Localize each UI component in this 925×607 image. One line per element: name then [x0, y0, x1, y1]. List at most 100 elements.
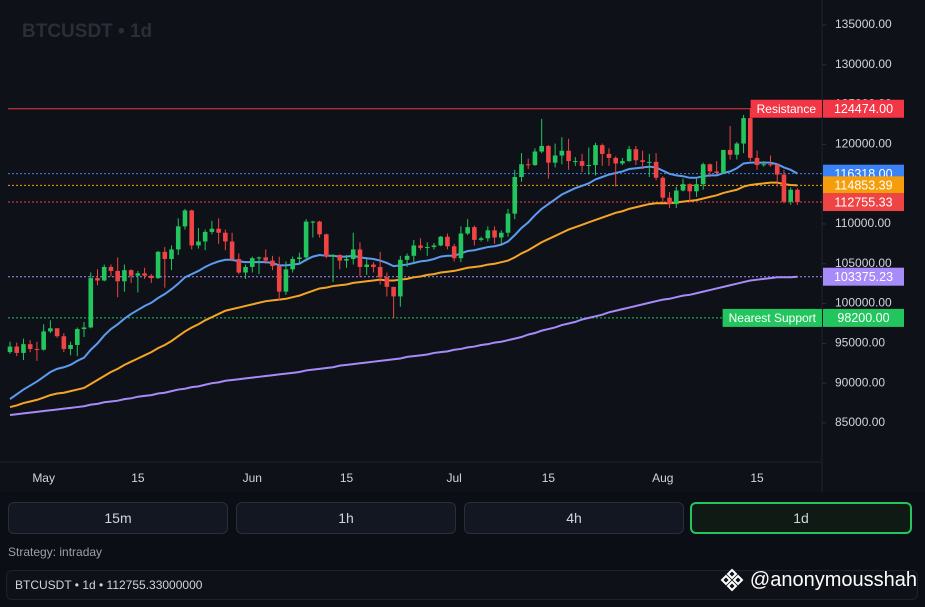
logo-icon: [720, 568, 744, 592]
candle-body: [754, 157, 760, 166]
candle-body: [532, 151, 538, 166]
timeframe-button[interactable]: 4h: [464, 502, 684, 534]
candle-body: [539, 145, 544, 152]
candle-body: [613, 157, 618, 164]
candle-body: [122, 270, 127, 282]
candle-body: [330, 255, 336, 257]
candle-body: [781, 174, 787, 202]
timeframe-button[interactable]: 1d: [690, 502, 912, 534]
candle-body: [182, 210, 188, 227]
candle-body: [48, 328, 53, 332]
timeframe-button[interactable]: 1h: [236, 502, 456, 534]
candle-body: [667, 197, 672, 205]
price-tag: [823, 193, 904, 212]
candle-body: [357, 249, 363, 267]
candle-body: [478, 238, 484, 240]
candle-body: [573, 161, 578, 163]
x-tick-label: Jul: [447, 471, 462, 485]
candle-body: [236, 258, 242, 273]
candle-body: [458, 233, 464, 259]
candle-body: [243, 266, 248, 273]
level-name-tag: [750, 99, 822, 118]
candle-body: [310, 221, 316, 223]
candle-body: [88, 278, 94, 328]
candle-body: [774, 165, 780, 175]
candle-body: [485, 230, 491, 239]
x-tick-label: Jun: [243, 471, 262, 485]
candle-body: [209, 228, 215, 232]
x-tick-label: 15: [340, 471, 354, 485]
candle-body: [633, 149, 639, 161]
timeframe-button[interactable]: 15m: [8, 502, 228, 534]
candle-body: [424, 247, 430, 249]
candle-body: [189, 210, 195, 246]
candle-body: [297, 257, 302, 259]
candle-body: [559, 150, 565, 156]
candle-body: [337, 255, 343, 261]
y-tick-label: 100000.00: [835, 296, 892, 310]
x-tick-label: May: [32, 471, 55, 485]
candle-body: [694, 184, 699, 192]
x-tick-label: 15: [750, 471, 764, 485]
price-tag: [823, 308, 904, 327]
candle-body: [498, 232, 504, 238]
candle-body: [256, 257, 262, 259]
price-tag-label: 103375.23: [834, 270, 893, 284]
candle-body: [283, 269, 289, 292]
candle-body: [680, 184, 686, 191]
strategy-label: Strategy: intraday: [8, 545, 103, 559]
candle-body: [7, 346, 13, 353]
candle-body: [721, 149, 726, 174]
y-tick-label: 85000.00: [835, 415, 885, 429]
price-tag: [823, 176, 904, 195]
candle-body: [431, 245, 437, 248]
price-tag-label: 98200.00: [837, 311, 889, 325]
candle-body: [673, 190, 679, 205]
status-bar: BTCUSDT • 1d • 112755.33000000: [6, 570, 918, 600]
candle-body: [128, 270, 134, 276]
candle-body: [135, 273, 141, 276]
candle-body: [700, 164, 706, 185]
candle-body: [788, 189, 793, 202]
candle-body: [525, 164, 531, 166]
candle-body: [599, 145, 605, 154]
candle-body: [707, 164, 713, 172]
candle-body: [41, 331, 46, 350]
candle-body: [101, 266, 107, 281]
level-name-tag: [722, 308, 822, 327]
candle-body: [175, 226, 181, 250]
candle-body: [687, 184, 693, 192]
candle-body: [438, 236, 444, 246]
candle-body: [350, 249, 356, 259]
candle-body: [14, 346, 20, 353]
y-tick-label: 95000.00: [835, 336, 885, 350]
candle-body: [68, 344, 73, 349]
candle-body: [734, 143, 740, 155]
candle-body: [586, 165, 592, 167]
candle-body: [795, 189, 800, 203]
candle-body: [404, 255, 410, 260]
candle-body: [398, 259, 403, 297]
candle-body: [263, 257, 269, 261]
candle-body: [75, 329, 80, 345]
moving-average: [9, 181, 798, 409]
candle-body: [377, 266, 383, 278]
level-name: Nearest Support: [729, 311, 817, 325]
moving-average: [9, 161, 798, 400]
candle-body: [223, 232, 228, 242]
candle-body: [451, 246, 457, 259]
candle-body: [640, 160, 645, 162]
y-tick-label: 130000.00: [835, 57, 892, 71]
candle-body: [317, 221, 322, 235]
y-tick-label: 110000.00: [835, 216, 891, 230]
x-tick-label: Aug: [652, 471, 673, 485]
y-tick-label: 90000.00: [835, 375, 885, 389]
candle-body: [505, 213, 511, 233]
candle-body: [492, 230, 497, 238]
candle-body: [27, 344, 33, 349]
candle-body: [81, 327, 87, 330]
price-tag: [823, 267, 904, 286]
candle-body: [169, 249, 174, 259]
candle-body: [465, 227, 470, 234]
